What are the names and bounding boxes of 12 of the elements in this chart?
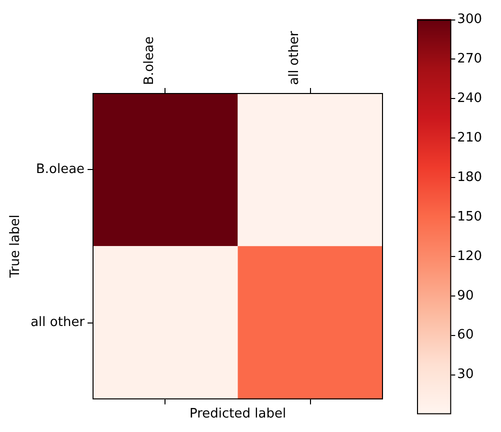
color-bar-label: 30	[457, 367, 474, 382]
color-bar-label: 300	[457, 12, 482, 28]
y-axis-title: True label	[8, 214, 24, 279]
color-bar-label: 90	[457, 288, 474, 304]
color-bar-label: 120	[457, 248, 482, 264]
color-bar-label: 150	[457, 209, 482, 224]
x-axis-title: Predicted label	[189, 406, 286, 422]
color-bar-label: 240	[457, 91, 482, 106]
color-bar-label: 210	[457, 130, 482, 146]
color-bar-label: 60	[457, 328, 474, 343]
color-bar-label: 180	[457, 170, 482, 185]
color-bar-label: 270	[457, 52, 482, 67]
